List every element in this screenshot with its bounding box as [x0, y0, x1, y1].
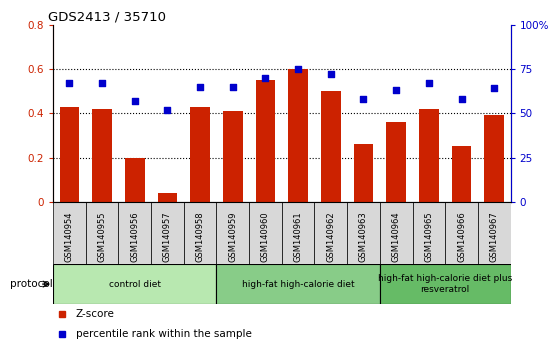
Bar [452, 147, 472, 202]
Text: GSM140966: GSM140966 [457, 211, 466, 262]
Text: GSM140967: GSM140967 [490, 211, 499, 262]
Text: protocol: protocol [10, 279, 53, 289]
Point [163, 107, 172, 113]
Text: Z-score: Z-score [76, 309, 115, 319]
Text: GSM140962: GSM140962 [326, 211, 335, 262]
Bar [223, 111, 243, 202]
Text: GSM140957: GSM140957 [163, 211, 172, 262]
Point [261, 75, 270, 81]
Bar [190, 107, 210, 202]
Bar [282, 202, 315, 264]
Point [457, 96, 466, 102]
Text: high-fat high-calorie diet: high-fat high-calorie diet [242, 280, 354, 289]
Point [228, 84, 237, 90]
Text: GSM140965: GSM140965 [425, 211, 434, 262]
Bar [151, 202, 184, 264]
Bar [217, 202, 249, 264]
Bar [478, 202, 511, 264]
Bar [118, 202, 151, 264]
Bar [60, 107, 79, 202]
Bar [445, 202, 478, 264]
Bar [288, 69, 308, 202]
Point [392, 87, 401, 93]
Text: GSM140958: GSM140958 [196, 211, 205, 262]
Text: GSM140961: GSM140961 [294, 211, 302, 262]
Text: GSM140959: GSM140959 [228, 211, 237, 262]
Bar [380, 264, 511, 304]
Bar [217, 264, 380, 304]
Point [65, 80, 74, 86]
Point [130, 98, 139, 104]
Point [359, 96, 368, 102]
Bar [249, 202, 282, 264]
Bar [484, 115, 504, 202]
Text: GDS2413 / 35710: GDS2413 / 35710 [49, 11, 166, 24]
Bar [380, 202, 412, 264]
Bar [184, 202, 217, 264]
Bar [157, 193, 177, 202]
Text: GSM140956: GSM140956 [130, 211, 139, 262]
Point [425, 80, 434, 86]
Bar [347, 202, 380, 264]
Bar [419, 109, 439, 202]
Bar [125, 158, 145, 202]
Bar [354, 144, 373, 202]
Point [98, 80, 107, 86]
Text: GSM140955: GSM140955 [98, 211, 107, 262]
Point [196, 84, 205, 90]
Bar [92, 109, 112, 202]
Bar [321, 91, 340, 202]
Bar [315, 202, 347, 264]
Bar [86, 202, 118, 264]
Text: GSM140960: GSM140960 [261, 211, 270, 262]
Bar [386, 122, 406, 202]
Point [490, 86, 499, 91]
Bar [412, 202, 445, 264]
Text: GSM140954: GSM140954 [65, 211, 74, 262]
Text: control diet: control diet [109, 280, 161, 289]
Point [326, 72, 335, 77]
Text: GSM140964: GSM140964 [392, 211, 401, 262]
Text: high-fat high-calorie diet plus
resveratrol: high-fat high-calorie diet plus resverat… [378, 274, 512, 294]
Bar [53, 264, 217, 304]
Bar [53, 202, 86, 264]
Point [294, 66, 302, 72]
Text: GSM140963: GSM140963 [359, 211, 368, 262]
Text: percentile rank within the sample: percentile rank within the sample [76, 329, 252, 339]
Bar [256, 80, 275, 202]
